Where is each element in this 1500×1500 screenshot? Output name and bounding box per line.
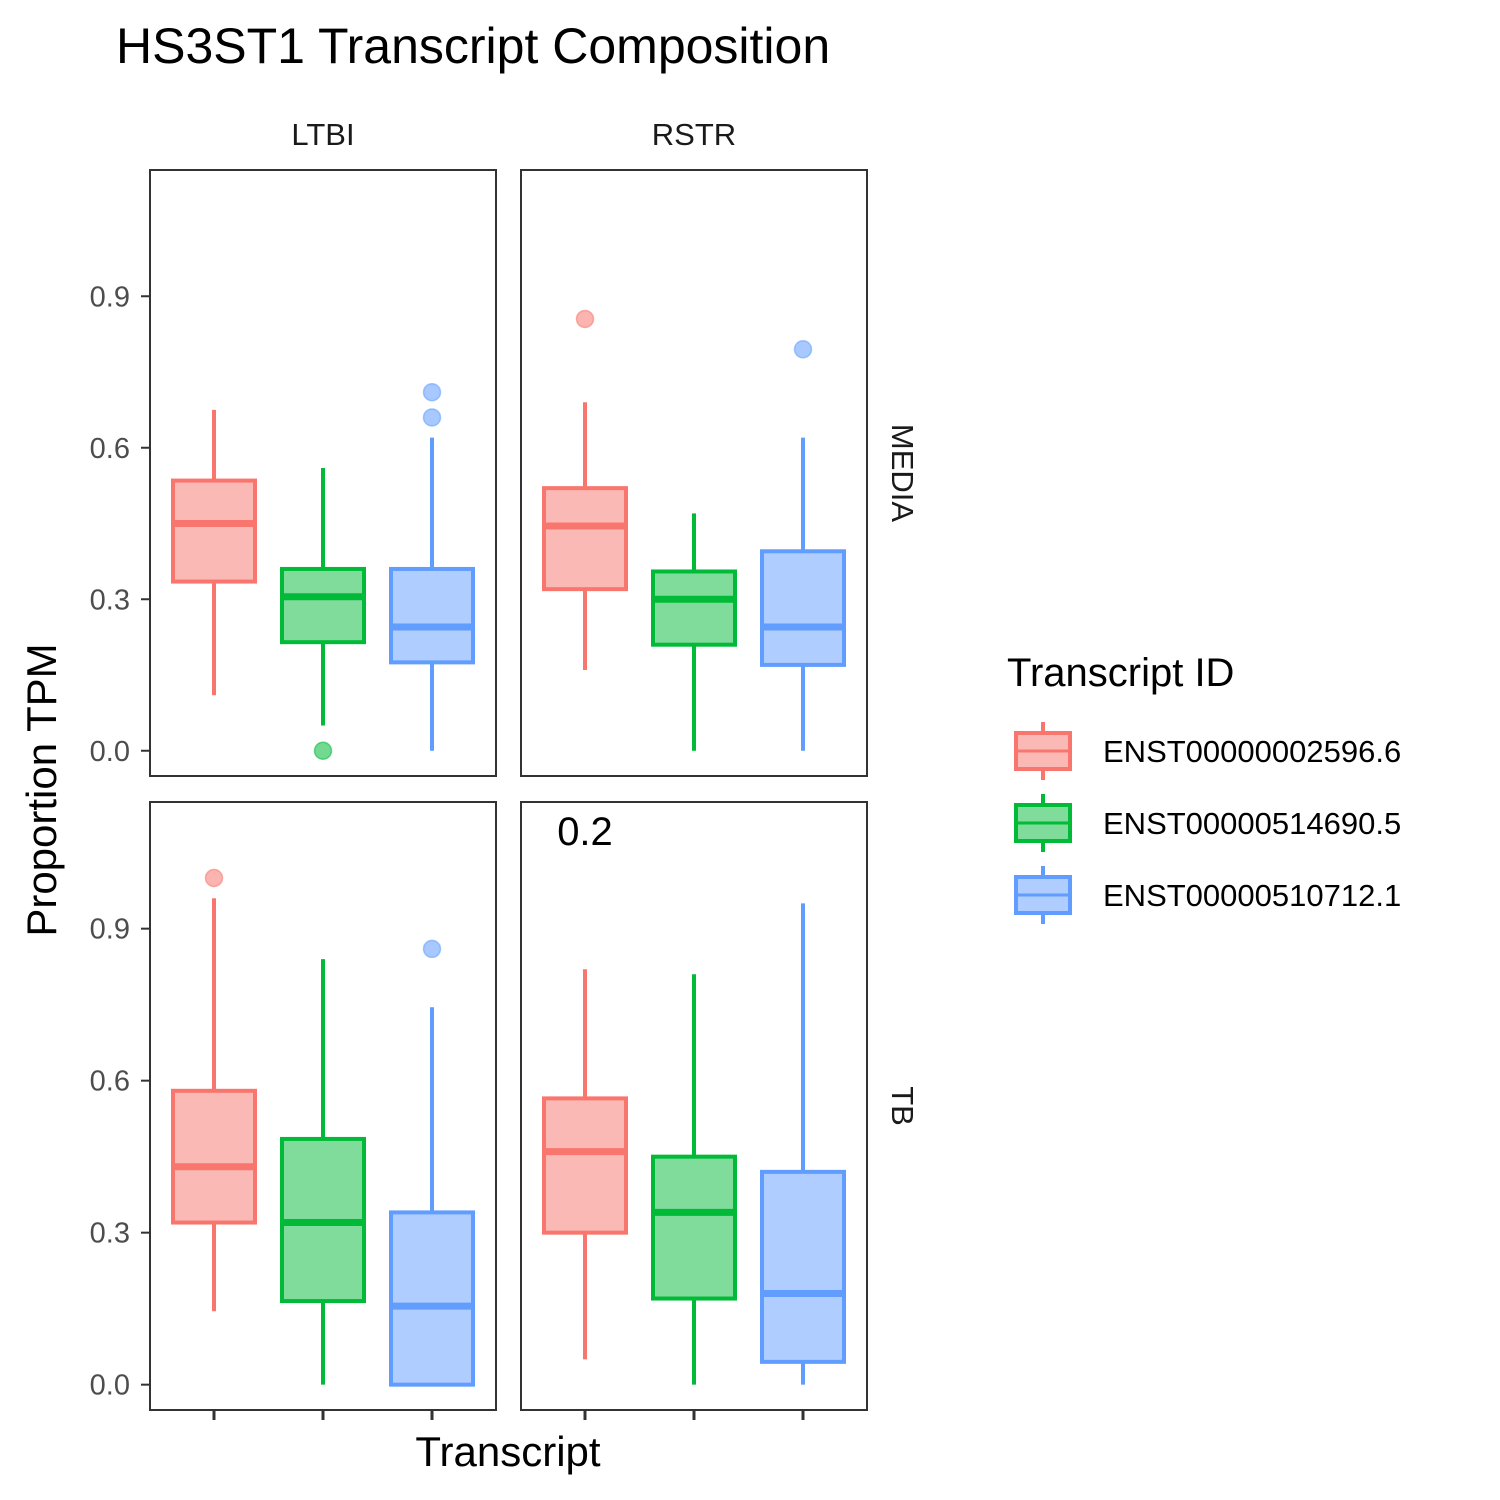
outlier-point [575,309,595,329]
legend-entry-enst00000002596-6: ENST00000002596.6 [1014,722,1401,780]
outlier-point [422,408,442,427]
outlier-point [422,382,442,402]
box-enst00000514690-5 [651,513,737,751]
y-tick-label: 0.9 [90,281,130,313]
strip-label-rstr: RSTR [652,117,736,152]
box-enst00000510712-1 [389,382,475,751]
y-tick-label: 0.3 [90,1218,130,1250]
box-enst00000514690-5 [280,959,366,1385]
panel-border [520,169,868,777]
iqr-box [651,1154,737,1301]
panel-ltbi-tb: 0.0 0.3 0.6 0.9 [90,801,497,1420]
legend-entry-enst00000510712-1: ENST00000510712.1 [1014,866,1401,924]
legend-label: ENST00000514690.5 [1103,806,1401,841]
box-enst00000510712-1 [760,340,846,751]
panel-border [149,169,497,777]
outlier-point [422,939,442,959]
iqr-box [542,1096,628,1235]
box-enst00000510712-1 [389,939,475,1387]
outlier-point [313,741,333,760]
legend-label: ENST00000510712.1 [1103,878,1401,913]
box-enst00000510712-1 [760,903,846,1385]
y-tick-label: 0.0 [90,736,130,768]
outlier-point [793,340,813,359]
iqr-box [760,549,846,667]
iqr-box [542,486,628,592]
strip-label-ltbi: LTBI [291,117,354,152]
chart-title: HS3ST1 Transcript Composition [116,18,830,74]
y-tick-label: 0.0 [90,1370,130,1402]
y-axis-title: Proportion TPM [18,643,65,936]
box-enst00000514690-5 [651,974,737,1385]
y-tick-label: 0.3 [90,584,130,616]
iqr-box [171,478,257,584]
panel-rstr-media [520,169,868,777]
y-tick-label: 0.9 [90,914,130,946]
y-tick-label: 0.6 [90,433,130,465]
iqr-box [171,1088,257,1225]
box-enst00000002596-6 [171,409,257,696]
box-enst00000002596-6 [542,309,628,670]
panel-ltbi-media: 0.0 0.3 0.6 0.9 [90,169,497,777]
box-enst00000002596-6 [171,868,257,1312]
legend-entry-enst00000514690-5: ENST00000514690.5 [1014,794,1401,852]
legend-title: Transcript ID [1007,651,1234,695]
legend-label: ENST00000002596.6 [1103,734,1401,769]
iqr-box [651,569,737,647]
y-tick-label: 0.6 [90,1066,130,1098]
strip-label-tb: TB [885,1086,920,1126]
facet-panels: 0.0 0.3 0.6 0.9 0.0 0.3 0.6 0.9 0.2 LTBI RSTR MEDIA… [90,117,920,1420]
legend: Transcript ID ENST00000002596.6 ENST00000… [1007,651,1401,924]
iqr-box [760,1169,846,1364]
iqr-box [280,566,366,645]
x-axis-title: Transcript [415,1428,600,1475]
iqr-box [389,1210,475,1387]
panel-rstr-tb: 0.2 [520,801,868,1420]
strip-label-media: MEDIA [885,424,920,523]
iqr-box [389,566,475,665]
box-enst00000002596-6 [542,969,628,1360]
panel-annotation: 0.2 [557,810,613,854]
outlier-point [204,868,224,888]
box-enst00000514690-5 [280,467,366,760]
